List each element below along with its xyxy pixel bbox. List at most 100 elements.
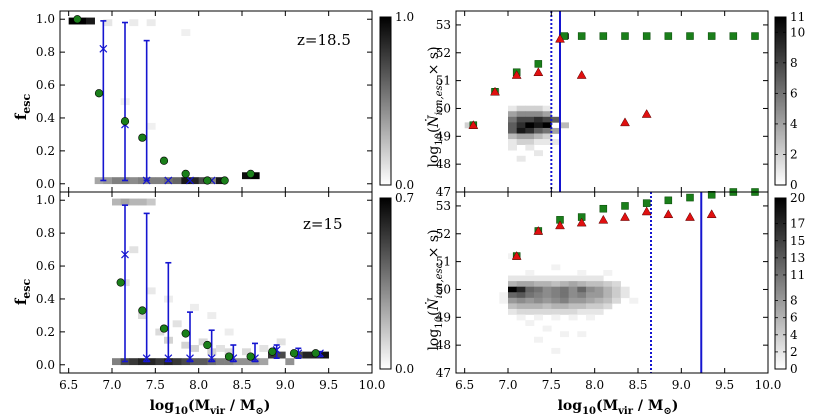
heatmap-cell <box>129 246 139 254</box>
heatmap-cell <box>542 308 552 315</box>
colorbar-tick-label: 0 <box>790 362 798 376</box>
heatmap-cell <box>586 314 595 321</box>
total-ionizing-marker <box>599 204 608 213</box>
heatmap-cell <box>542 286 552 293</box>
heatmap-cell <box>620 286 630 293</box>
y-tick-label: 51 <box>436 255 451 269</box>
colorbar-tick-label: 20 <box>790 191 805 205</box>
heatmap-cell <box>534 150 543 157</box>
y-tick-label: 53 <box>436 18 451 32</box>
total-ionizing-marker <box>577 32 586 40</box>
heatmap-cell <box>516 275 526 282</box>
heatmap-cell <box>508 139 517 145</box>
total-ionizing-marker <box>686 193 694 202</box>
colorbar-tick-label: 15 <box>790 234 805 248</box>
heatmap-cell <box>525 105 535 112</box>
heatmap-cell <box>603 303 613 310</box>
x-tick-label: 9.0 <box>672 378 691 392</box>
total-ionizing-marker <box>664 196 673 205</box>
x-tick-label: 9.5 <box>319 378 338 392</box>
heatmap-cell <box>525 275 535 282</box>
heatmap-cell <box>86 17 95 25</box>
colorbar-tick-label: 4 <box>790 328 798 342</box>
xlabel-right-log: log <box>558 398 583 414</box>
xlabel-left-base: 10 <box>174 406 188 415</box>
heatmap-cell <box>68 17 78 25</box>
mean-marker <box>116 278 125 287</box>
escaping-ionizing-marker <box>576 70 587 79</box>
heatmap-cell <box>542 292 552 299</box>
heatmap-cell <box>525 139 535 145</box>
heatmap-cell <box>551 308 561 315</box>
median-marker <box>164 354 173 363</box>
colorbar-tick-label: 2 <box>790 147 798 161</box>
heatmap-cell <box>508 308 517 315</box>
heatmap-cell <box>508 281 517 287</box>
xlabel-right-mid: / M <box>633 398 663 414</box>
heatmap-cell <box>568 275 578 282</box>
heatmap-cell <box>560 281 569 287</box>
panel-fesc-z15: 0.0 0.2 0.4 0.6 0.8 1.0 6.5 7.0 7.5 8.0 8.5 9.0 9.5 1… <box>36 191 414 392</box>
heatmap-cell <box>542 111 552 118</box>
heatmap-cell <box>525 111 535 118</box>
heatmap-cell <box>516 292 526 299</box>
mean-marker <box>120 117 130 126</box>
heatmap-cell <box>516 133 526 140</box>
ylabel-fesc-top: fesc <box>12 94 33 121</box>
colorbar-tick-label: 0.7 <box>395 191 414 205</box>
heatmap-cell <box>525 320 535 326</box>
heatmap-cell <box>542 275 552 282</box>
escaping-ionizing-marker <box>533 67 544 77</box>
colorbar-tick-label: 11 <box>790 10 805 24</box>
escaping-ionizing-marker <box>620 212 630 221</box>
y-tick-label: 0.0 <box>36 358 55 372</box>
y-tick-label: 47 <box>436 185 451 199</box>
total-ionizing-marker <box>642 199 651 207</box>
heatmap-cell <box>146 177 156 185</box>
heatmap-cell <box>603 292 613 299</box>
heatmap-cell <box>534 281 543 287</box>
colorbar-tick-label: 1.0 <box>395 10 414 24</box>
y-tick-label: 0.6 <box>36 78 55 92</box>
ylabel-fesc-top-sub: esc <box>20 94 33 114</box>
heatmap-cell <box>146 198 156 206</box>
ylabel-nion-top-rest: × s) <box>426 46 442 79</box>
heatmap-cell <box>302 351 312 359</box>
mean-marker <box>94 89 104 98</box>
heatmap-cell <box>560 297 569 304</box>
heatmap-cell <box>594 286 604 293</box>
heatmap-cell <box>508 253 517 260</box>
heatmap-cell <box>551 116 561 123</box>
heatmap-cell <box>224 328 234 336</box>
heatmap-cell <box>551 127 561 134</box>
total-ionizing-marker <box>642 32 651 40</box>
heatmap-cell <box>568 297 578 304</box>
heatmap-cell <box>198 338 208 346</box>
heatmap-cell <box>586 281 595 287</box>
x-tick-label: 7.0 <box>498 378 517 392</box>
heatmap-cell <box>508 292 517 299</box>
heatmap-cell <box>285 358 295 366</box>
heatmap-cell <box>516 105 526 112</box>
median-marker <box>186 354 194 363</box>
x-tick-label: 6.5 <box>59 378 78 392</box>
heatmap-cell <box>276 338 286 346</box>
mean-marker <box>138 306 147 315</box>
ylabel-nion-bottom-open: ( <box>426 310 442 315</box>
y-tick-label: 0.0 <box>36 177 55 191</box>
heatmap-cell <box>577 286 587 293</box>
y-tick-label: 0.6 <box>36 259 55 273</box>
heatmap-cell <box>551 314 561 321</box>
colorbar-tick-label: 0.0 <box>395 178 414 192</box>
heatmap-cell <box>516 303 526 310</box>
xlabel-left-vir: vir <box>209 406 226 415</box>
heatmap-cell <box>603 297 613 304</box>
y-tick-label: 0.8 <box>36 226 55 240</box>
ylabel-fesc-bottom-sub: esc <box>20 279 33 299</box>
x-tick-label: 7.5 <box>542 378 561 392</box>
median-marker <box>164 176 173 185</box>
heatmap-cell <box>103 19 113 27</box>
heatmap-cell <box>155 177 165 185</box>
xlabel-right-sun: ⊙ <box>663 406 671 415</box>
escaping-ionizing-marker <box>663 209 674 219</box>
